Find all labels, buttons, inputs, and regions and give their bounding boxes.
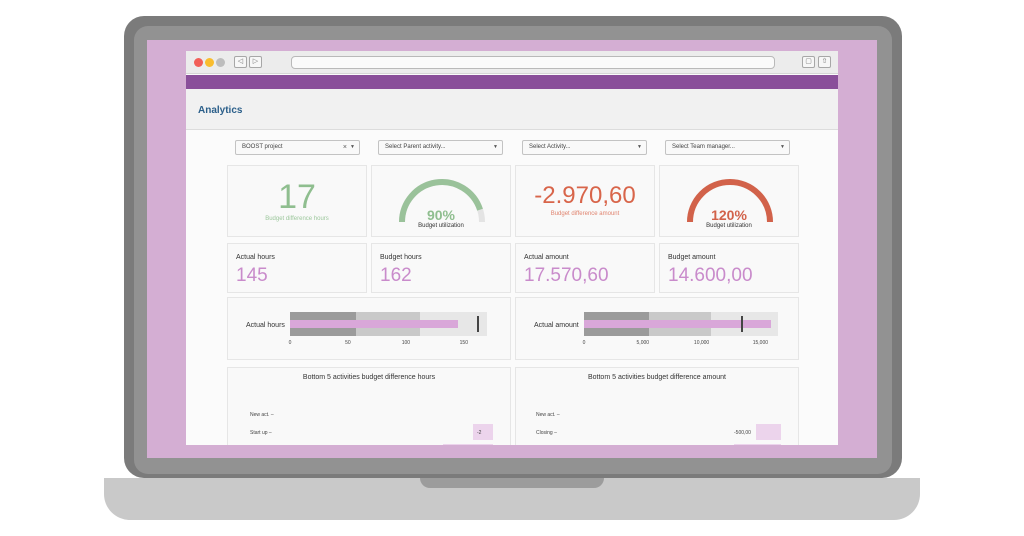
bar-value-label: -500,00	[734, 430, 751, 436]
bar	[734, 444, 781, 445]
stat-value: 145	[236, 265, 268, 286]
bar-row-label: Start up –	[250, 430, 272, 436]
browser-window: ◁ ▷ ▢ ⇧ Analytics BOOST project × ▼ Sele…	[186, 51, 838, 445]
stat-value: 14.600,00	[668, 265, 753, 286]
bullet-target-marker	[740, 316, 743, 332]
clear-icon[interactable]: ×	[342, 144, 347, 151]
section-title: Bottom 5 activities budget difference ho…	[302, 374, 436, 381]
parent-activity-filter-placeholder: Select Parent activity...	[385, 144, 446, 150]
gauge-value: 120%	[711, 207, 747, 223]
bullet-axis: 0 50 100 150	[288, 340, 487, 348]
section-title: Bottom 5 activities budget difference am…	[587, 374, 726, 381]
back-arrow-icon[interactable]: ◁	[234, 56, 247, 68]
forward-arrow-icon[interactable]: ▷	[249, 56, 262, 68]
kpi-value: 17	[278, 178, 316, 216]
bullet-value-bar	[584, 320, 771, 328]
address-bar[interactable]	[291, 56, 775, 69]
bar-value-label: -2	[477, 430, 482, 436]
kpi-label: Budget difference amount	[550, 211, 620, 217]
project-filter-select[interactable]: BOOST project × ▼	[235, 140, 360, 155]
stat-budget-hours: Budget hours 162	[371, 243, 511, 293]
gauge-label: Budget utilization	[706, 223, 752, 229]
bullet-label: Actual hours	[246, 322, 285, 329]
gauge-label: Budget utilization	[418, 223, 464, 229]
bar-row-label: Closing –	[536, 430, 557, 436]
stat-label: Actual hours	[236, 254, 275, 261]
bar	[473, 424, 493, 440]
stat-value: 17.570,60	[524, 265, 609, 286]
bullet-chart-amount: Actual amount 0 5,000 10,000 15,000	[515, 297, 799, 360]
bullet-tick-label: 0	[288, 340, 292, 346]
chevron-down-icon[interactable]: ▼	[493, 144, 498, 150]
bullet-tick-label: 150	[459, 340, 468, 346]
parent-activity-filter-select[interactable]: Select Parent activity... ▼	[378, 140, 503, 155]
gauge-amount	[687, 179, 773, 223]
bullet-label: Actual amount	[534, 322, 579, 329]
stat-label: Budget hours	[380, 254, 422, 261]
close-window-icon[interactable]	[194, 58, 203, 67]
bullet-target-marker	[476, 316, 479, 332]
tabs-icon[interactable]: ▢	[802, 56, 815, 68]
bullet-tick-label: 100	[401, 340, 411, 346]
page-title: Analytics	[198, 105, 243, 116]
kpi-budget-difference-hours: 17 Budget difference hours	[227, 165, 367, 237]
bullet-tick-label: 5,000	[636, 340, 650, 346]
kpi-budget-utilization-amount: 120% Budget utilization	[659, 165, 799, 237]
chevron-down-icon[interactable]: ▼	[637, 144, 642, 150]
kpi-budget-difference-amount: -2.970,60 Budget difference amount	[515, 165, 655, 237]
kpi-value: -2.970,60	[534, 182, 636, 209]
bullet-tick-label: 50	[345, 340, 351, 346]
activity-filter-select[interactable]: Select Activity... ▼	[522, 140, 647, 155]
share-icon[interactable]: ⇧	[818, 56, 831, 68]
stat-label: Budget amount	[668, 254, 716, 261]
activity-filter-placeholder: Select Activity...	[529, 144, 571, 150]
stat-value: 162	[380, 265, 412, 286]
chevron-down-icon[interactable]: ▼	[350, 144, 355, 150]
bar	[756, 424, 781, 440]
maximize-window-icon[interactable]	[216, 58, 225, 67]
gauge-fill	[687, 179, 773, 223]
laptop-notch	[420, 478, 604, 488]
bullet-axis: 0 5,000 10,000 15,000	[582, 340, 778, 348]
bullet-value-bar	[290, 320, 459, 328]
bullet-plot	[290, 312, 487, 336]
gauge-hours	[399, 179, 485, 223]
bar-row-label: New act. –	[250, 412, 274, 418]
gauge-value: 90%	[426, 207, 456, 223]
bullet-tick-label: 10,000	[693, 340, 710, 346]
bottom-activities-amount: Bottom 5 activities budget difference am…	[515, 367, 799, 445]
team-manager-filter-placeholder: Select Team manager...	[672, 144, 735, 150]
stat-actual-hours: Actual hours 145	[227, 243, 367, 293]
page-title-bar: Analytics	[186, 89, 838, 130]
bullet-tick-label: 15,000	[752, 340, 769, 346]
chevron-down-icon[interactable]: ▼	[780, 144, 785, 150]
bar-row-label: New act. –	[536, 412, 560, 418]
bottom-activities-hours: Bottom 5 activities budget difference ho…	[227, 367, 511, 445]
team-manager-filter-select[interactable]: Select Team manager... ▼	[665, 140, 790, 155]
kpi-budget-utilization-hours: 90% Budget utilization	[371, 165, 511, 237]
project-filter-value: BOOST project	[242, 144, 283, 150]
bullet-chart-hours: Actual hours 0 50 100 150	[227, 297, 511, 360]
gauge-fill	[399, 179, 483, 223]
browser-toolbar: ◁ ▷ ▢ ⇧	[186, 51, 838, 74]
minimize-window-icon[interactable]	[205, 58, 214, 67]
kpi-label: Budget difference hours	[265, 216, 329, 222]
bullet-plot	[584, 312, 778, 336]
app-header-bar	[186, 75, 838, 89]
stat-actual-amount: Actual amount 17.570,60	[515, 243, 655, 293]
stat-label: Actual amount	[524, 254, 569, 261]
bullet-tick-label: 0	[582, 340, 586, 346]
stat-budget-amount: Budget amount 14.600,00	[659, 243, 799, 293]
bar	[443, 444, 493, 445]
